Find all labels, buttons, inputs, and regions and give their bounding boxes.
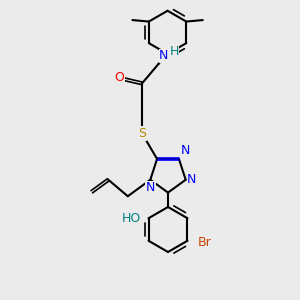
Text: N: N [180, 145, 190, 158]
Text: O: O [114, 71, 124, 84]
Text: N: N [146, 181, 155, 194]
Text: N: N [187, 173, 196, 186]
Text: Br: Br [198, 236, 212, 249]
Text: H: H [169, 46, 179, 59]
Text: HO: HO [122, 212, 141, 225]
Text: N: N [159, 50, 169, 62]
Text: S: S [138, 127, 146, 140]
